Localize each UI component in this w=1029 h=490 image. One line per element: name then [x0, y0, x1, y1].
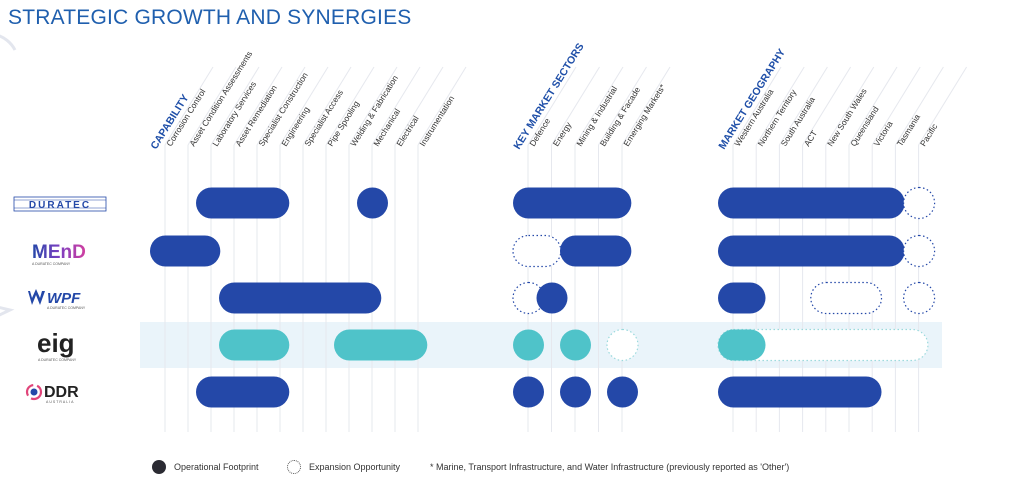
bar-duratec-operational-0 — [196, 187, 290, 219]
expansion-opportunity-swatch — [287, 460, 301, 474]
leader-line-pacific — [918, 66, 968, 146]
legend-expansion: Expansion Opportunity — [287, 456, 400, 478]
legend-operational-label: Operational Footprint — [174, 462, 259, 472]
legend-footnote: * Marine, Transport Infrastructure, and … — [430, 456, 789, 478]
leader-line-specialist-access — [302, 66, 352, 146]
leader-line-south-australia — [778, 66, 828, 146]
bar-mend-operational-2 — [560, 235, 632, 267]
bar-ddr-operational-0 — [196, 376, 290, 408]
leader-line-engineering — [279, 66, 329, 146]
leader-line-instrumentation — [417, 66, 467, 146]
bar-ddr-operational-2 — [560, 376, 591, 408]
eig-logo: eig A DURATEC COMPANY — [12, 328, 108, 364]
bar-eig-operational-2 — [513, 329, 544, 361]
bar-eig-operational-6 — [718, 329, 766, 361]
leader-line-energy — [551, 66, 600, 146]
bar-mend-operational-3 — [718, 235, 905, 267]
leader-line-act — [802, 66, 852, 146]
bar-wpf-expansion-5 — [902, 281, 936, 315]
leader-line-tasmania — [894, 66, 944, 146]
leader-line-specialist-construction — [256, 66, 306, 146]
page-title: STRATEGIC GROWTH AND SYNERGIES — [8, 6, 412, 29]
column-label-energy: Energy — [551, 120, 574, 148]
wpf-logo-wordmark: WPF — [47, 290, 81, 307]
bar-duratec-operational-1 — [357, 187, 388, 219]
leader-line-northern-territory — [755, 66, 805, 146]
legend-operational: Operational Footprint — [152, 456, 259, 478]
duratec-logo: DURATEC — [12, 193, 108, 215]
column-label-victoria: Victoria — [871, 119, 894, 148]
column-label-pacific: Pacific — [918, 122, 940, 148]
bar-wpf-operational-0 — [219, 282, 382, 314]
leader-line-building-facade — [598, 66, 647, 146]
leader-line-electrical — [394, 66, 444, 146]
bar-wpf-operational-2 — [536, 282, 568, 314]
leader-line-corrosion-control — [164, 66, 214, 146]
bar-ddr-operational-4 — [718, 376, 882, 408]
column-label-mining-industrial: Mining & Industrial — [574, 84, 619, 148]
leader-line-new-south-wales — [825, 66, 875, 146]
bar-mend-operational-0 — [150, 235, 221, 267]
bar-duratec-expansion-4 — [902, 186, 936, 220]
ddr-logo-wordmark: DDR — [44, 384, 79, 401]
mend-logo: MEnD A DURATEC COMPANY — [12, 238, 108, 268]
bar-duratec-operational-3 — [718, 187, 905, 219]
legend-expansion-label: Expansion Opportunity — [309, 462, 401, 472]
operational-footprint-swatch — [152, 460, 166, 474]
ddr-logo-subtitle: AUSTRALIA — [46, 400, 74, 404]
column-label-instrumentation: Instrumentation — [417, 94, 456, 149]
bar-wpf-operational-3 — [718, 282, 766, 314]
column-label-emerging-markets: Emerging Markets* — [621, 82, 668, 148]
leader-line-welding-fabrication — [348, 66, 398, 146]
leader-line-defence — [527, 66, 577, 146]
bar-wpf-expansion-4 — [810, 281, 883, 315]
bar-eig-expansion-5 — [717, 328, 929, 362]
leader-line-queensland — [848, 66, 898, 146]
leader-line-pipe-spooling — [325, 66, 375, 146]
mend-logo-wordmark: MEnD — [32, 242, 86, 263]
wpf-logo: WPF A DURATEC COMPANY — [12, 283, 108, 313]
bar-mend-expansion-4 — [902, 234, 936, 268]
leader-line-asset-remediation — [233, 66, 283, 146]
bar-ddr-operational-3 — [607, 376, 638, 408]
group-header-market-geography: MARKET GEOGRAPHY — [716, 47, 788, 152]
leader-line-asset-condition-assessments — [187, 66, 237, 146]
group-header-key-market-sectors: KEY MARKET SECTORS — [511, 41, 586, 151]
bar-eig-expansion-4 — [606, 328, 639, 362]
leader-line-western-australia — [732, 66, 782, 146]
wpf-logo-subtitle: A DURATEC COMPANY — [47, 306, 86, 310]
ddr-logo: DDR AUSTRALIA — [12, 380, 108, 408]
leader-line-laboratory-services — [210, 66, 260, 146]
bar-duratec-operational-2 — [513, 187, 632, 219]
column-label-act: ACT — [802, 129, 819, 149]
bar-eig-operational-1 — [334, 329, 428, 361]
bar-ddr-operational-1 — [513, 376, 544, 408]
mend-logo-subtitle: A DURATEC COMPANY — [32, 262, 71, 266]
bar-mend-expansion-1 — [512, 234, 562, 268]
leader-line-victoria — [871, 66, 921, 146]
eig-logo-wordmark: eig — [37, 328, 75, 358]
duratec-logo-wordmark: DURATEC — [29, 200, 91, 211]
leader-line-mining-industrial — [574, 66, 624, 146]
leader-line-mechanical — [371, 66, 421, 146]
bar-eig-operational-3 — [560, 329, 591, 361]
leader-line-emerging-markets — [621, 66, 671, 146]
bar-eig-operational-0 — [219, 329, 290, 361]
eig-logo-subtitle: A DURATEC COMPANY — [38, 358, 77, 362]
footnote-text: * Marine, Transport Infrastructure, and … — [430, 462, 790, 472]
